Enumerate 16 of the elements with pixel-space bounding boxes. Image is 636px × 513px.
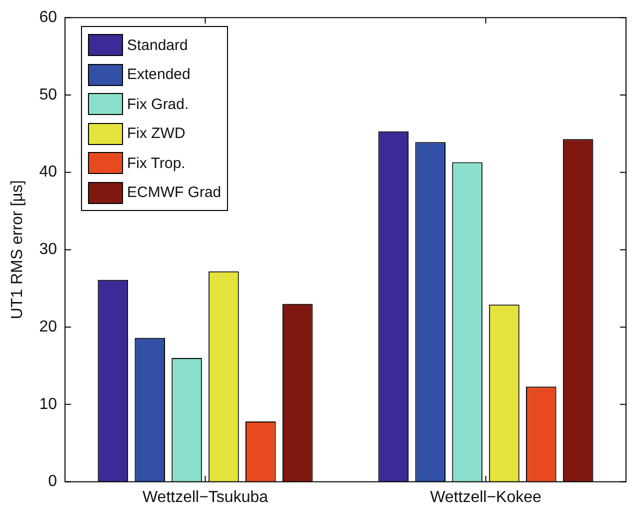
y-tick-label: 40: [39, 164, 58, 181]
legend-label: Extended: [126, 66, 190, 84]
y-tick-label: 60: [39, 9, 58, 26]
legend-label: ECMWF Grad: [126, 184, 222, 202]
legend-label: Fix Grad.: [126, 96, 189, 113]
legend-label: Fix ZWD: [126, 125, 186, 142]
y-axis-title: UT1 RMS error [µs]: [9, 180, 26, 320]
legend-label: Standard: [126, 36, 188, 54]
y-tick-label: 30: [39, 241, 58, 258]
x-tick-label: Wettzell−Tsukuba: [142, 488, 268, 506]
y-tick-label: 20: [39, 318, 58, 336]
legend-label: Fix Trop.: [126, 154, 186, 172]
y-tick-label: 10: [39, 396, 58, 413]
y-tick-label: 50: [39, 86, 58, 104]
x-tick-label: Wettzell−Kokee: [430, 488, 542, 506]
y-tick-label: 0: [48, 473, 58, 490]
